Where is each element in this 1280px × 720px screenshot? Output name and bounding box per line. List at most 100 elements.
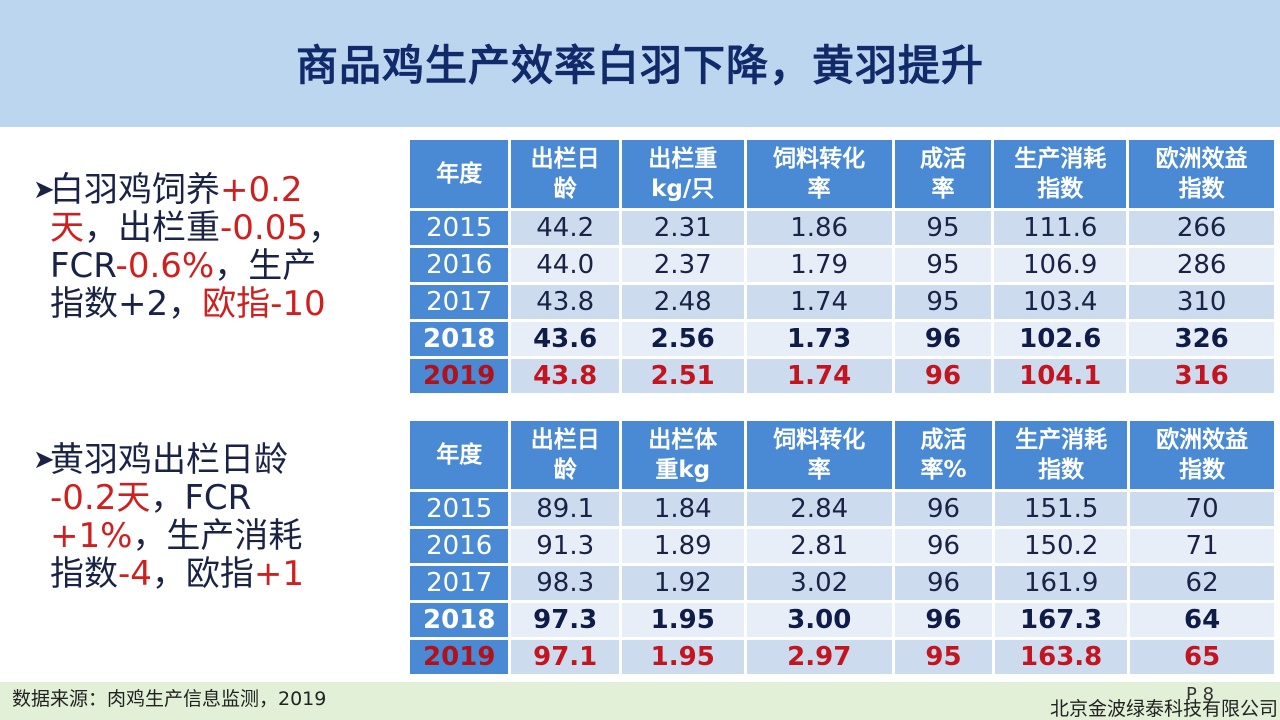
change-value: -0.05 <box>220 208 308 248</box>
column-header: 饲料转化率 <box>746 421 892 489</box>
table-row: 2019 43.8 2.51 1.74 96 104.1 316 <box>410 359 1274 393</box>
value-cell: 43.8 <box>511 285 619 319</box>
value-cell: 1.84 <box>621 492 744 526</box>
value-cell: 1.95 <box>621 603 744 637</box>
value-cell: 98.3 <box>511 566 619 600</box>
header-year: 年度 <box>410 421 509 489</box>
column-header: 出栏体 重kg <box>621 421 744 489</box>
column-header: 出栏重 kg/只 <box>621 140 744 208</box>
summary-line: -0.2天，FCR <box>50 479 400 517</box>
value-cell: 43.6 <box>511 322 619 356</box>
yellow-feather-summary: ➤黄羽鸡出栏日龄 -0.2天，FCR +1%，生产消耗 指数-4，欧指+1 <box>33 440 400 593</box>
value-cell: 151.5 <box>995 492 1128 526</box>
page-number: P 8 <box>1186 684 1215 705</box>
value-cell: 104.1 <box>994 359 1127 393</box>
change-value: -0.2天 <box>50 478 151 518</box>
column-header: 成活率 <box>894 140 992 208</box>
value-cell: 106.9 <box>994 248 1127 282</box>
column-header: 欧洲效益 指数 <box>1130 421 1274 489</box>
footer-band <box>0 682 1280 720</box>
company-name: 北京金波绿泰科技有限公司 <box>1050 698 1279 720</box>
value-cell: 1.86 <box>746 211 892 245</box>
summary-line: ➤白羽鸡饲养+0.2 <box>33 171 400 209</box>
summary-text: 黄羽鸡出栏日龄 <box>50 440 288 480</box>
value-cell: 161.9 <box>995 566 1128 600</box>
change-value: 欧指-10 <box>202 284 326 324</box>
arrow-bullet-icon: ➤ <box>33 175 55 205</box>
table-row: 2018 97.3 1.95 3.00 96 167.3 64 <box>410 603 1274 637</box>
value-cell: 96 <box>894 603 993 637</box>
year-cell: 2019 <box>410 640 509 674</box>
value-cell: 150.2 <box>995 529 1128 563</box>
title-band: 商品鸡生产效率白羽下降，黄羽提升 <box>0 0 1280 127</box>
year-cell: 2019 <box>410 359 509 393</box>
summary-line: +1%，生产消耗 <box>50 517 400 555</box>
value-cell: 97.1 <box>511 640 619 674</box>
value-cell: 1.73 <box>746 322 892 356</box>
value-cell: 62 <box>1130 566 1274 600</box>
value-cell: 2.56 <box>621 322 744 356</box>
value-cell: 266 <box>1129 211 1274 245</box>
value-cell: 95 <box>894 285 992 319</box>
value-cell: 95 <box>894 248 992 282</box>
table-row: 2017 98.3 1.92 3.02 96 161.9 62 <box>410 566 1274 600</box>
value-cell: 1.95 <box>621 640 744 674</box>
year-cell: 2016 <box>410 529 509 563</box>
value-cell: 2.37 <box>621 248 744 282</box>
slide-title: 商品鸡生产效率白羽下降，黄羽提升 <box>295 41 984 90</box>
table-row: 2016 91.3 1.89 2.81 96 150.2 71 <box>410 529 1274 563</box>
summary-text: 指数 <box>50 554 118 594</box>
year-cell: 2018 <box>410 603 509 637</box>
value-cell: 96 <box>894 566 993 600</box>
year-cell: 2015 <box>410 492 509 526</box>
column-header: 欧洲效益 指数 <box>1129 140 1274 208</box>
summary-line: 天，出栏重-0.05， <box>50 209 400 247</box>
value-cell: 2.84 <box>746 492 892 526</box>
summary-text: ，出栏重 <box>84 208 220 248</box>
year-cell: 2018 <box>410 322 509 356</box>
value-cell: 96 <box>894 322 992 356</box>
value-cell: 96 <box>894 359 992 393</box>
summary-text: ， <box>307 208 342 248</box>
year-cell: 2016 <box>410 248 509 282</box>
value-cell: 89.1 <box>511 492 619 526</box>
value-cell: 1.74 <box>746 285 892 319</box>
value-cell: 2.31 <box>621 211 744 245</box>
value-cell: 111.6 <box>994 211 1127 245</box>
white-feather-table: 年度 出栏日龄出栏重 kg/只 饲料转化率成活率生产消耗 指数 欧洲效益 指数 2015 44… <box>407 137 1277 396</box>
value-cell: 95 <box>894 640 993 674</box>
value-cell: 1.89 <box>621 529 744 563</box>
value-cell: 95 <box>894 211 992 245</box>
summary-line: 指数+2，欧指-10 <box>50 285 400 323</box>
change-value: -0.6% <box>115 246 215 286</box>
year-cell: 2017 <box>410 566 509 600</box>
table-row: 2015 44.2 2.31 1.86 95 111.6 266 <box>410 211 1274 245</box>
summary-line: 指数-4，欧指+1 <box>50 555 400 593</box>
value-cell: 102.6 <box>994 322 1127 356</box>
value-cell: 2.51 <box>621 359 744 393</box>
change-value: +1% <box>50 516 133 556</box>
change-value: -4 <box>118 554 152 594</box>
summary-text: ，生产消耗 <box>132 516 303 556</box>
value-cell: 65 <box>1130 640 1274 674</box>
value-cell: 1.79 <box>746 248 892 282</box>
value-cell: 316 <box>1129 359 1274 393</box>
table-row: 2018 43.6 2.56 1.73 96 102.6 326 <box>410 322 1274 356</box>
column-header: 成活 率% <box>894 421 993 489</box>
change-value: 天 <box>50 208 84 248</box>
value-cell: 2.48 <box>621 285 744 319</box>
value-cell: 97.3 <box>511 603 619 637</box>
table-row: 2015 89.1 1.84 2.84 96 151.5 70 <box>410 492 1274 526</box>
value-cell: 1.74 <box>746 359 892 393</box>
column-header: 出栏日龄 <box>511 140 619 208</box>
summary-text: 指数+2， <box>50 284 203 324</box>
value-cell: 2.97 <box>746 640 892 674</box>
summary-text: ，FCR <box>150 478 252 518</box>
value-cell: 1.92 <box>621 566 744 600</box>
column-header: 生产消耗 指数 <box>994 140 1127 208</box>
year-cell: 2015 <box>410 211 509 245</box>
summary-text: ，生产 <box>214 246 317 286</box>
value-cell: 96 <box>894 492 993 526</box>
column-header: 生产消耗 指数 <box>995 421 1128 489</box>
yellow-feather-table: 年度 出栏日龄出栏体 重kg 饲料转化率成活 率% 生产消耗 指数 欧洲效益 指数 2015 89… <box>407 418 1277 677</box>
